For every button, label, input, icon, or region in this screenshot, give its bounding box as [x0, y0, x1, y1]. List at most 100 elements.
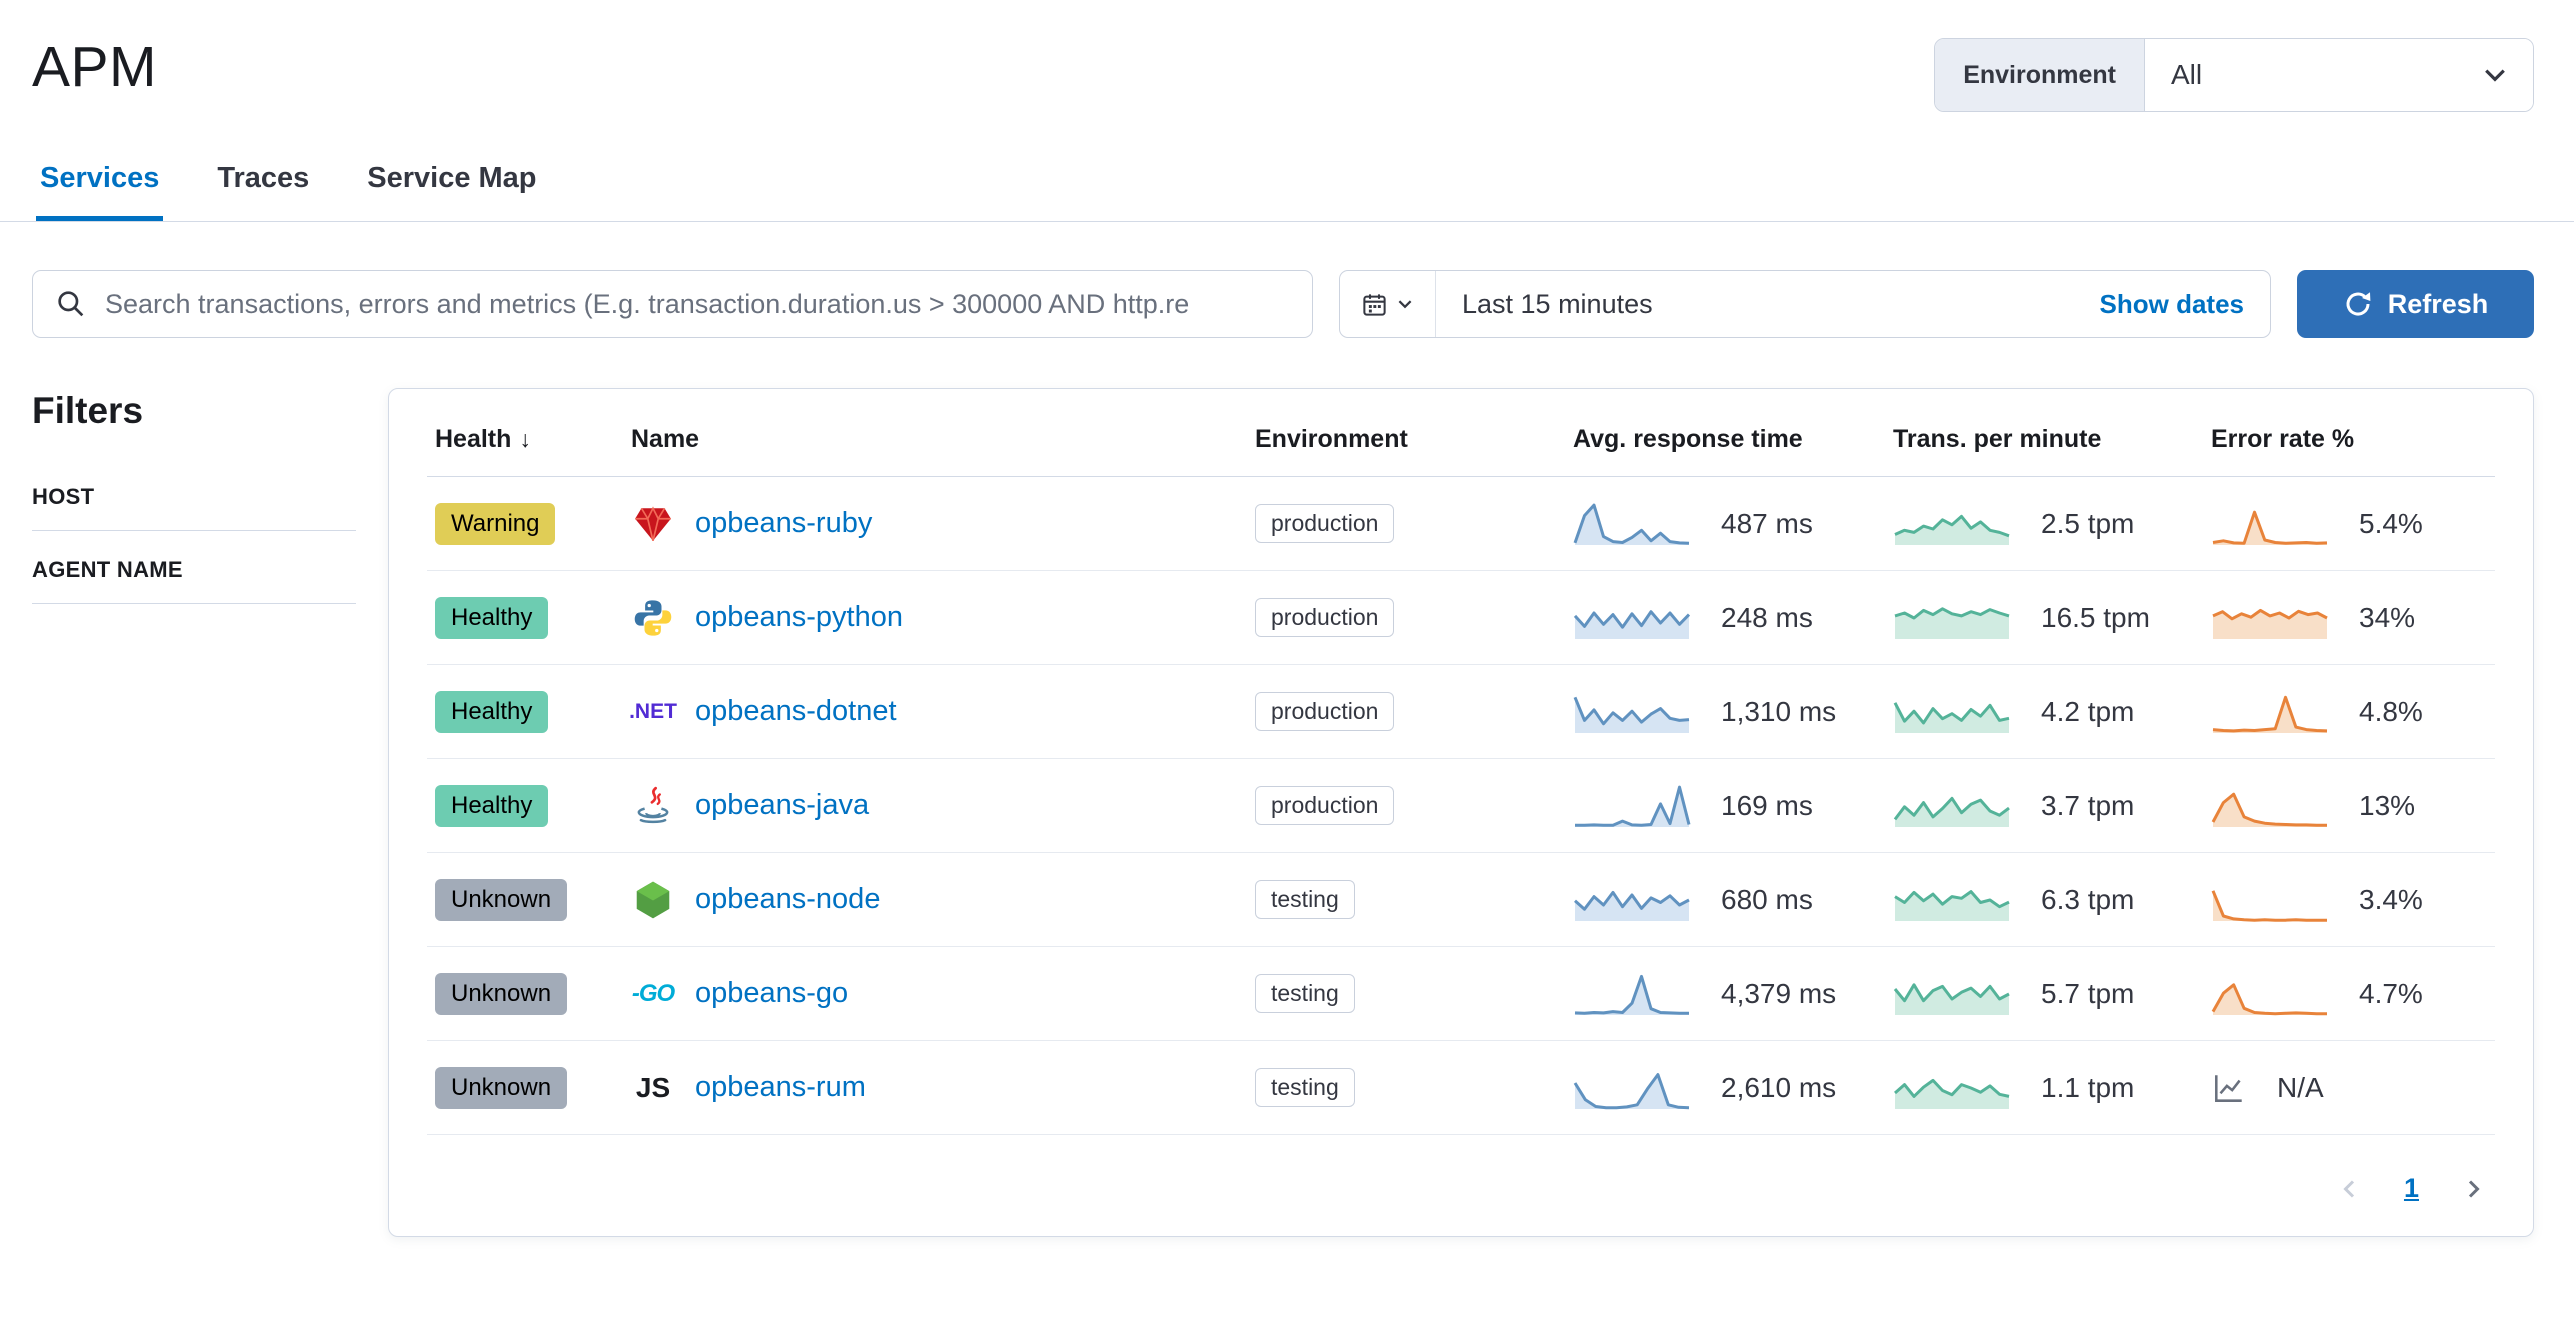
- tpm-value: 5.7 tpm: [2041, 977, 2135, 1009]
- tpm-value: 16.5 tpm: [2041, 601, 2150, 633]
- service-link[interactable]: opbeans-dotnet: [695, 695, 897, 727]
- go-icon: -GO: [631, 979, 675, 1007]
- environment-cell: production: [1247, 598, 1565, 637]
- error-rate-value: 34%: [2359, 601, 2416, 633]
- toolbar: Last 15 minutes Show dates Refresh: [32, 270, 2534, 338]
- error-rate-sparkline: [2212, 695, 2328, 733]
- previous-page-button[interactable]: [2338, 1177, 2362, 1201]
- service-icon-wrap: [631, 784, 675, 828]
- health-badge: Unknown: [435, 972, 568, 1015]
- response-time-cell: 2,610 ms: [1565, 1062, 1885, 1114]
- name-cell: .NET opbeans-dotnet: [623, 690, 1247, 734]
- column-header-avg-response-time[interactable]: Avg. response time: [1573, 425, 1803, 453]
- column-header-environment[interactable]: Environment: [1255, 425, 1408, 453]
- calendar-menu-button[interactable]: [1340, 271, 1436, 337]
- service-link[interactable]: opbeans-rum: [695, 1071, 866, 1103]
- response-time-value: 4,379 ms: [1721, 977, 1837, 1009]
- health-badge: Warning: [435, 502, 556, 545]
- response-time-cell: 169 ms: [1565, 780, 1885, 832]
- service-link[interactable]: opbeans-node: [695, 883, 881, 915]
- calendar-icon: [1363, 293, 1386, 316]
- response-time-cell: 487 ms: [1565, 498, 1885, 550]
- service-icon-wrap: [631, 878, 675, 922]
- service-icon-wrap: -GO: [631, 972, 675, 1016]
- latency-sparkline: [1573, 609, 1691, 639]
- error-rate-value: 13%: [2359, 789, 2416, 821]
- tpm-cell: 2.5 tpm: [1885, 498, 2203, 550]
- tpm-sparkline: [1893, 982, 2010, 1015]
- table-row: Healthy opbeans-java production 169 ms 3.7 t…: [427, 759, 2495, 853]
- tpm-cell: 6.3 tpm: [1885, 874, 2203, 926]
- health-cell: Unknown: [427, 878, 623, 921]
- tab-service-map[interactable]: Service Map: [363, 142, 540, 221]
- error-rate-cell: 34%: [2203, 592, 2495, 644]
- table-row: Unknown JS opbeans-rum testing 2,610 ms 1.1 t…: [427, 1041, 2495, 1135]
- chevron-right-icon: [2468, 1179, 2480, 1198]
- search-box: [32, 270, 1313, 338]
- nodejs-icon: [636, 881, 670, 918]
- health-badge: Healthy: [435, 784, 549, 827]
- service-icon-wrap: JS: [631, 1066, 675, 1110]
- error-rate-value: 4.8%: [2359, 695, 2423, 727]
- health-cell: Healthy: [427, 690, 623, 733]
- page-header: APM Environment All: [0, 0, 2574, 112]
- time-range-value[interactable]: Last 15 minutes: [1462, 288, 1653, 319]
- latency-sparkline: [1575, 785, 1691, 827]
- next-page-button[interactable]: [2461, 1177, 2485, 1201]
- tab-traces[interactable]: Traces: [213, 142, 313, 221]
- service-link[interactable]: opbeans-java: [695, 789, 870, 821]
- tpm-cell: 5.7 tpm: [1885, 968, 2203, 1020]
- error-rate-value: 3.4%: [2359, 883, 2423, 915]
- column-header-name[interactable]: Name: [631, 425, 700, 453]
- error-rate-sparkline: [2211, 889, 2327, 922]
- content: Filters HOST AGENT NAME Health ↓ Name Enviro…: [32, 388, 2534, 1237]
- service-link[interactable]: opbeans-go: [695, 977, 849, 1009]
- response-time-value: 680 ms: [1721, 883, 1813, 915]
- response-time-cell: 680 ms: [1565, 874, 1885, 926]
- filter-section-agent-name[interactable]: AGENT NAME: [32, 531, 356, 604]
- search-input[interactable]: [105, 288, 1290, 320]
- tpm-cell: 16.5 tpm: [1885, 592, 2203, 644]
- column-header-error-rate-[interactable]: Error rate %: [2211, 425, 2355, 453]
- service-link[interactable]: opbeans-python: [695, 601, 903, 633]
- table-row: Healthy opbeans-python production 248 ms 16.…: [427, 571, 2495, 665]
- health-badge: Unknown: [435, 878, 568, 921]
- column-header-health[interactable]: Health ↓: [435, 425, 531, 453]
- service-link[interactable]: opbeans-ruby: [695, 507, 873, 539]
- health-badge: Healthy: [435, 690, 549, 733]
- error-rate-cell: 13%: [2203, 780, 2495, 832]
- filter-sections: HOST AGENT NAME: [32, 458, 356, 604]
- date-picker: Last 15 minutes Show dates: [1339, 270, 2271, 338]
- chevron-left-icon: [2343, 1179, 2355, 1198]
- table-row: Unknown opbeans-node testing 680 ms 6.3 tpm 3…: [427, 853, 2495, 947]
- tpm-sparkline: [1894, 889, 2010, 921]
- response-time-value: 169 ms: [1721, 789, 1813, 821]
- show-dates-link[interactable]: Show dates: [2100, 289, 2270, 320]
- column-header-trans-per-minute[interactable]: Trans. per minute: [1893, 425, 2102, 453]
- response-time-cell: 248 ms: [1565, 592, 1885, 644]
- response-time-cell: 1,310 ms: [1565, 686, 1885, 738]
- filter-section-host[interactable]: HOST: [32, 458, 356, 531]
- refresh-button[interactable]: Refresh: [2297, 270, 2534, 338]
- environment-cell: testing: [1247, 974, 1565, 1013]
- rum-icon: JS: [635, 1071, 671, 1103]
- refresh-icon: [2346, 292, 2371, 316]
- environment-badge: testing: [1255, 880, 1355, 919]
- name-cell: opbeans-node: [623, 878, 1247, 922]
- table-row: Healthy .NET opbeans-dotnet production 1,310…: [427, 665, 2495, 759]
- environment-selector: Environment All: [1934, 38, 2534, 112]
- environment-select[interactable]: All: [2145, 39, 2533, 111]
- error-rate-sparkline: [2212, 510, 2328, 545]
- tpm-sparkline: [1894, 606, 2010, 639]
- name-cell: -GO opbeans-go: [623, 972, 1247, 1016]
- name-cell: opbeans-python: [623, 596, 1247, 640]
- chevron-down-icon: [1398, 300, 1412, 309]
- response-time-value: 248 ms: [1721, 601, 1813, 633]
- tab-services[interactable]: Services: [36, 142, 163, 221]
- error-rate-sparkline: [2211, 982, 2327, 1015]
- page-number[interactable]: 1: [2403, 1173, 2419, 1203]
- error-rate-cell: 4.8%: [2203, 686, 2495, 738]
- tpm-value: 6.3 tpm: [2041, 883, 2135, 915]
- name-cell: JS opbeans-rum: [623, 1066, 1247, 1110]
- table-header: Health ↓ Name Environment Avg. response time…: [427, 389, 2495, 477]
